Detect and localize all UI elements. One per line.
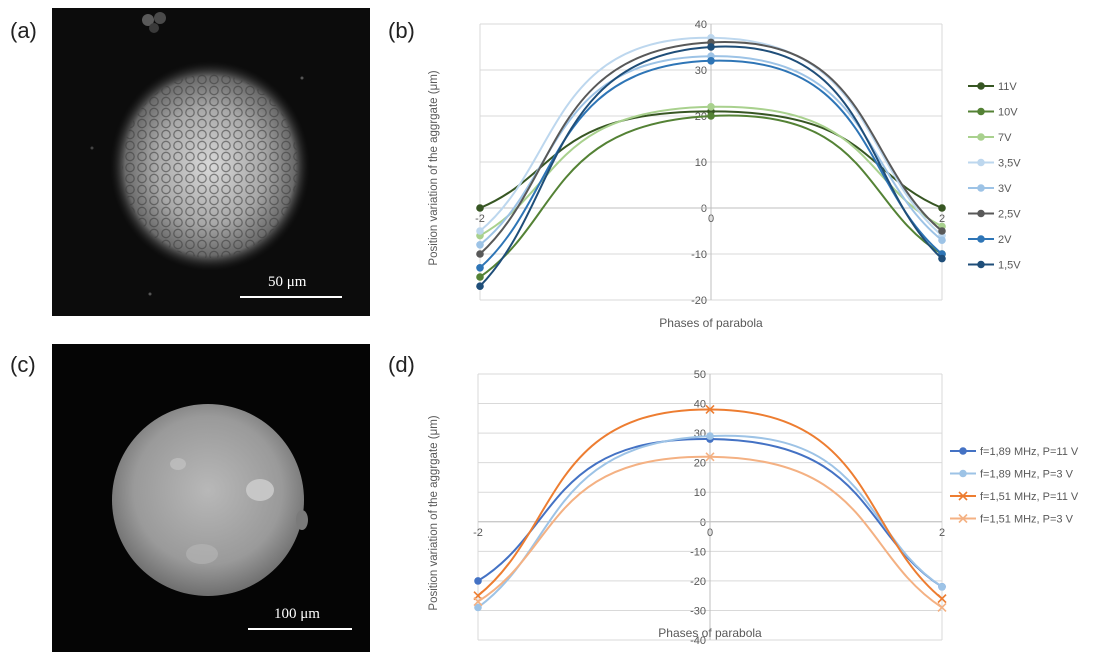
series-2v — [476, 57, 946, 272]
legend-label: 7V — [998, 132, 1012, 144]
y-tick-label: 40 — [695, 19, 707, 31]
scale-bar-label-a: 50 μm — [268, 274, 307, 290]
x-tick-label: 0 — [708, 213, 714, 225]
data-point — [707, 57, 715, 65]
data-point — [476, 273, 484, 281]
data-point — [938, 227, 946, 235]
panel-label-b: (b) — [388, 18, 415, 43]
legend-label: 2V — [998, 234, 1012, 246]
legend-entry: 11V — [968, 81, 1017, 93]
legend-entry: 10V — [968, 107, 1018, 119]
data-point — [476, 227, 484, 235]
x-tick-label: -2 — [475, 213, 485, 225]
data-point — [476, 264, 484, 272]
y-tick-label: 10 — [695, 157, 707, 169]
y-tick-label: 30 — [695, 65, 707, 77]
series-1-5v — [476, 43, 946, 291]
y-tick-label: 0 — [701, 203, 707, 215]
data-point — [707, 103, 715, 111]
legend-entry: 7V — [968, 132, 1012, 144]
panel-label-d: (d) — [388, 352, 415, 377]
data-point — [938, 236, 946, 244]
legend-label: 11V — [998, 81, 1017, 93]
data-point — [476, 250, 484, 258]
data-point — [476, 282, 484, 291]
legend-label: 3V — [998, 183, 1012, 195]
data-point — [938, 204, 946, 212]
legend-label: 2,5V — [998, 209, 1021, 221]
data-point — [707, 112, 715, 120]
legend-entry: 2V — [968, 234, 1012, 246]
scale-bar-c — [248, 628, 352, 630]
y-tick-label: -10 — [691, 249, 707, 261]
data-point — [476, 241, 484, 249]
legend-entry: 1,5V — [968, 260, 1021, 272]
scale-bar-a — [240, 296, 342, 298]
scale-bar-label-c: 100 μm — [274, 606, 320, 622]
y-axis-title: Position variation of the aggrgate (μm) — [428, 70, 440, 265]
legend-label: 3,5V — [998, 158, 1021, 170]
legend-entry: 3V — [968, 183, 1012, 195]
panel-label-c: (c) — [10, 352, 36, 377]
data-point — [938, 254, 946, 263]
legend-entry: 2,5V — [968, 209, 1021, 221]
x-axis-title: Phases of parabola — [659, 316, 763, 330]
legend-label: 10V — [998, 107, 1018, 119]
panel-label-a: (a) — [10, 18, 37, 43]
x-tick-label: 2 — [939, 213, 945, 225]
micrograph-c: 100 μm — [52, 344, 370, 652]
cell-aggregate-image-a — [52, 8, 370, 316]
y-tick-label: -20 — [691, 295, 707, 307]
legend-label: 1,5V — [998, 260, 1021, 272]
data-point — [476, 204, 484, 212]
data-point — [707, 43, 715, 51]
micrograph-a: 50 μm — [52, 8, 370, 316]
legend-entry: 3,5V — [968, 158, 1021, 170]
cell-aggregate-image-c — [52, 344, 370, 652]
